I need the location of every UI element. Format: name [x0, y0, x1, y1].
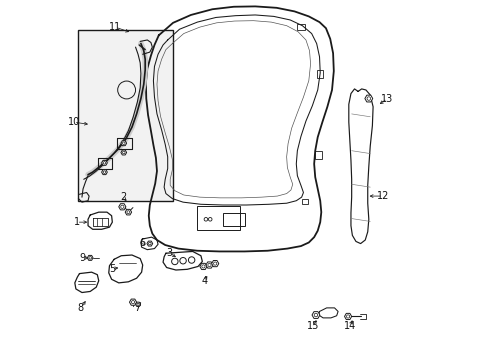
Circle shape [121, 205, 123, 208]
Text: 1: 1 [73, 217, 80, 227]
Circle shape [103, 171, 105, 174]
Text: 13: 13 [381, 94, 393, 104]
Circle shape [127, 211, 130, 213]
Text: 5: 5 [109, 264, 115, 274]
Circle shape [131, 301, 134, 304]
Circle shape [137, 303, 139, 305]
Bar [165, 36, 173, 43]
Bar [165, 193, 171, 198]
Text: 6: 6 [140, 238, 145, 248]
Bar [297, 23, 305, 30]
Circle shape [122, 142, 125, 144]
Circle shape [313, 313, 317, 317]
Circle shape [103, 162, 105, 164]
Circle shape [122, 151, 125, 154]
Bar [78, 30, 173, 202]
Text: 15: 15 [306, 321, 319, 332]
Bar [316, 70, 323, 78]
Circle shape [89, 257, 91, 259]
Circle shape [213, 262, 216, 265]
Text: 3: 3 [166, 248, 172, 258]
Text: 8: 8 [78, 303, 84, 313]
Bar [301, 199, 307, 204]
Circle shape [366, 97, 370, 100]
Text: 11: 11 [109, 22, 121, 32]
Bar [223, 213, 244, 226]
Text: 14: 14 [343, 321, 355, 332]
Text: 12: 12 [376, 191, 388, 201]
Circle shape [207, 264, 211, 267]
Text: 9: 9 [79, 253, 85, 263]
Bar [315, 152, 321, 159]
Circle shape [346, 315, 349, 318]
Bar [197, 206, 240, 230]
Text: 7: 7 [134, 303, 140, 313]
Circle shape [148, 242, 151, 245]
Text: 10: 10 [67, 117, 80, 127]
Text: 2: 2 [120, 192, 126, 202]
Circle shape [202, 265, 204, 268]
Text: 4: 4 [201, 276, 207, 286]
